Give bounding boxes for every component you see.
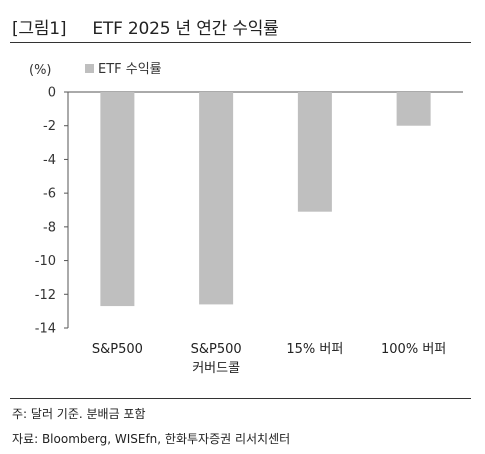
y-tick-labels: 0 -2 -4 -6 -8 -10 -12 -14 [35, 86, 68, 337]
category-label: 커버드콜 [192, 361, 240, 376]
bar-chart: (%) ETF 수익률 0-2-4-6-8-10-12-14 S&P500 S&P… [29, 62, 463, 376]
figure-title-text: ETF 2025 년 연간 수익률 [92, 19, 279, 39]
y-tick-label: -10 [35, 254, 56, 269]
y-tick-label: -6 [43, 187, 56, 202]
category-label: S&P500 [191, 342, 242, 357]
y-tick-label: -8 [43, 220, 56, 235]
legend-swatch [85, 64, 94, 73]
y-tick-label: -12 [35, 288, 56, 303]
category-label: 100% 버퍼 [381, 342, 446, 357]
y-unit-label: (%) [29, 63, 52, 78]
bar [199, 92, 234, 305]
bars [100, 92, 431, 307]
category-label: S&P500 [92, 342, 143, 357]
category-label: 15% 버퍼 [286, 342, 343, 357]
title-divider [10, 42, 471, 43]
y-tick-label: -2 [43, 119, 56, 134]
y-tick-label: -14 [35, 322, 56, 337]
figure-tag: [그림1] [12, 19, 67, 39]
figure-title: [그림1] ETF 2025 년 연간 수익률 [12, 14, 279, 39]
legend-label: ETF 수익률 [98, 62, 162, 77]
footnote: 주: 달러 기준. 분배금 포함 [12, 407, 146, 421]
bar [100, 92, 135, 307]
footer-divider [10, 398, 471, 399]
category-labels: S&P500 S&P500 커버드콜 15% 버퍼 100% 버퍼 [92, 342, 446, 376]
y-tick-label: 0 [48, 86, 56, 101]
bar [297, 92, 332, 212]
y-tick-label: -4 [43, 153, 56, 168]
legend: ETF 수익률 [85, 62, 162, 77]
source-note: 자료: Bloomberg, WISEfn, 한화투자증권 리서치센터 [12, 432, 291, 446]
bar [396, 92, 431, 126]
